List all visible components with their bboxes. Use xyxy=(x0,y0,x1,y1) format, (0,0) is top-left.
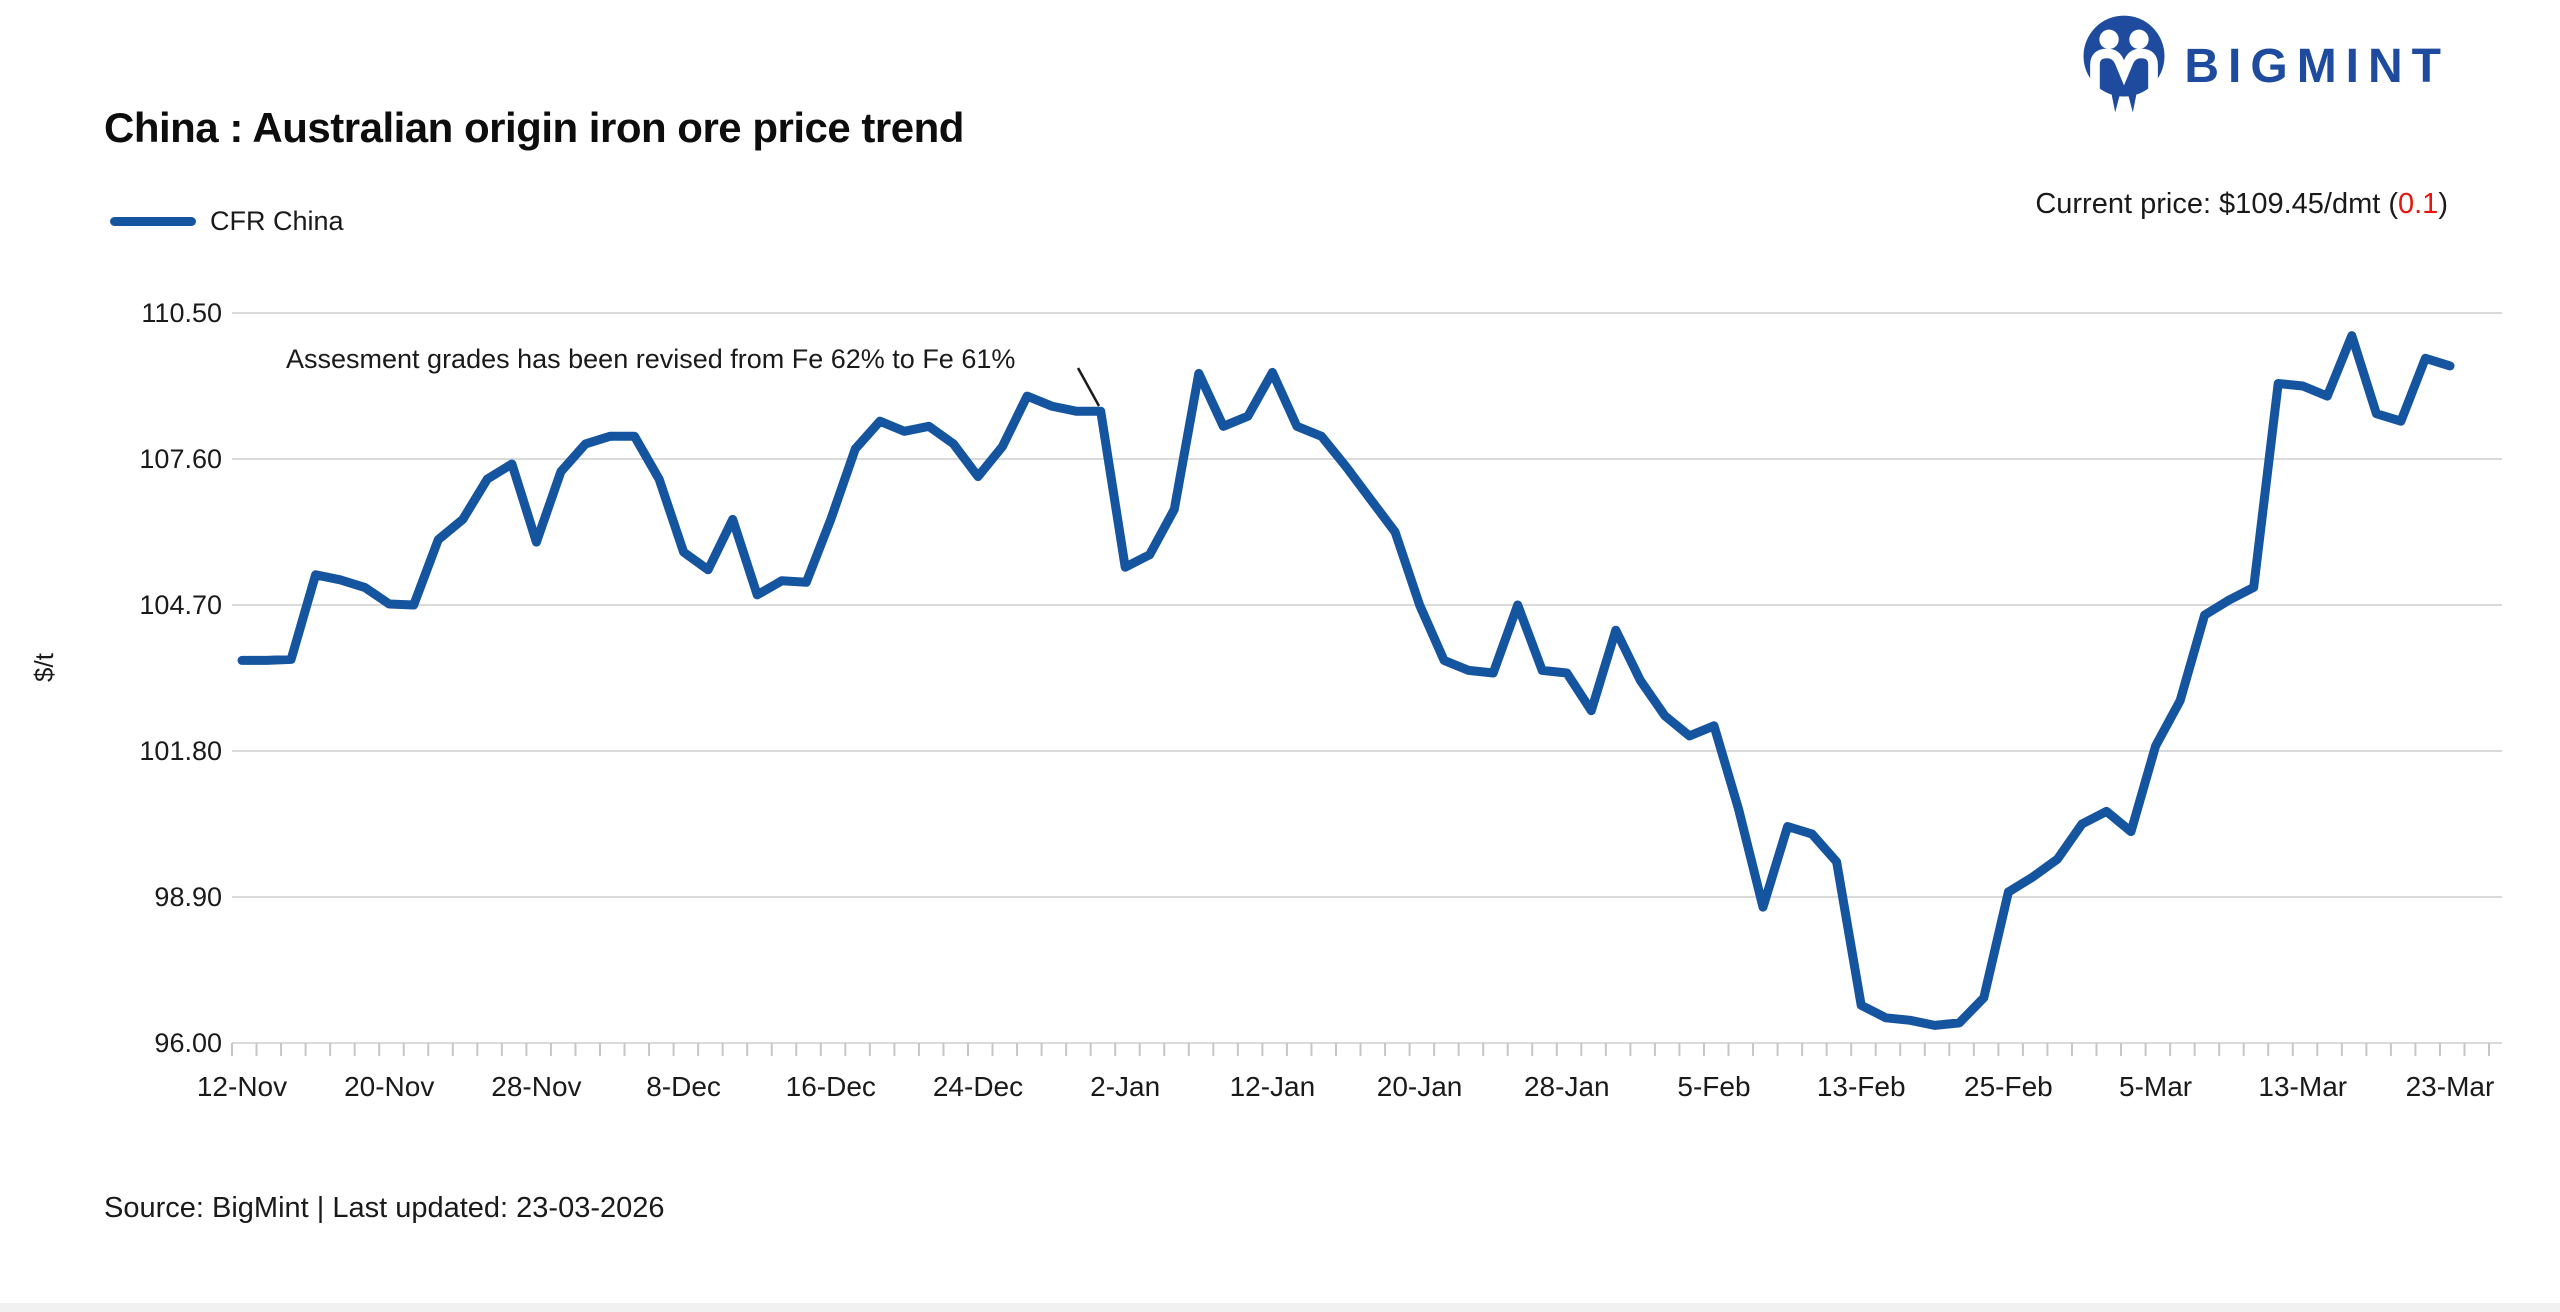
x-tick-label: 8-Dec xyxy=(646,1071,721,1102)
legend: CFR China xyxy=(110,206,344,237)
page-title: China : Australian origin iron ore price… xyxy=(104,104,964,151)
y-tick-label: 107.60 xyxy=(139,444,222,474)
cfr-china-line xyxy=(237,331,2455,1030)
x-tick-label: 2-Jan xyxy=(1090,1071,1160,1102)
x-tick-label: 13-Mar xyxy=(2258,1071,2347,1102)
x-tick-label: 12-Nov xyxy=(197,1071,287,1102)
x-tick-label: 25-Feb xyxy=(1964,1071,2053,1102)
x-axis-labels: 12-Nov 20-Nov 28-Nov 8-Dec 16-Dec 24-Dec 2-Jan… xyxy=(197,1071,2494,1102)
y-tick-label: 104.70 xyxy=(139,590,222,620)
x-tick-label: 5-Feb xyxy=(1677,1071,1750,1102)
y-tick-label: 101.80 xyxy=(139,736,222,766)
x-tick-label: 12-Jan xyxy=(1230,1071,1316,1102)
x-tick-label: 28-Jan xyxy=(1524,1071,1610,1102)
x-tick-label: 5-Mar xyxy=(2119,1071,2192,1102)
price-line-series xyxy=(237,331,2455,1030)
x-axis-minor-ticks xyxy=(231,1043,2491,1056)
annotation-leader-line xyxy=(1076,367,1101,407)
y-axis-labels: 96.00 98.90 101.80 104.70 107.60 110.50 xyxy=(139,298,222,1058)
bottom-edge xyxy=(0,1303,2560,1312)
price-change-value: 0.1 xyxy=(2398,188,2439,220)
x-tick-label: 13-Feb xyxy=(1817,1071,1906,1102)
x-tick-label: 16-Dec xyxy=(786,1071,876,1102)
source-note: Source: BigMint | Last updated: 23-03-20… xyxy=(104,1192,665,1224)
y-tick-label: 110.50 xyxy=(141,298,222,328)
x-tick-label: 20-Nov xyxy=(344,1071,434,1102)
legend-line-swatch xyxy=(110,217,196,226)
brand-wordmark: BIGMINT xyxy=(2184,40,2450,93)
y-tick-label: 96.00 xyxy=(154,1028,222,1058)
price-callout-close: ) xyxy=(2438,188,2448,220)
annotation-text: Assesment grades has been revised from F… xyxy=(286,344,1016,374)
x-tick-label: 20-Jan xyxy=(1377,1071,1463,1102)
x-tick-label: 23-Mar xyxy=(2406,1071,2495,1102)
x-tick-label: 24-Dec xyxy=(933,1071,1023,1102)
price-callout-text: Current price: $109.45/dmt ( xyxy=(2035,188,2398,220)
bigmint-logo-icon xyxy=(2080,12,2168,121)
y-axis-title: $/t xyxy=(28,653,59,682)
gridlines xyxy=(232,312,2502,1044)
brand-logo: BIGMINT xyxy=(2080,12,2450,121)
price-callout: Current price: $109.45/dmt (0.1) xyxy=(2035,188,2448,221)
legend-label: CFR China xyxy=(210,206,344,236)
y-tick-label: 98.90 xyxy=(154,882,222,912)
x-tick-label: 28-Nov xyxy=(491,1071,581,1102)
